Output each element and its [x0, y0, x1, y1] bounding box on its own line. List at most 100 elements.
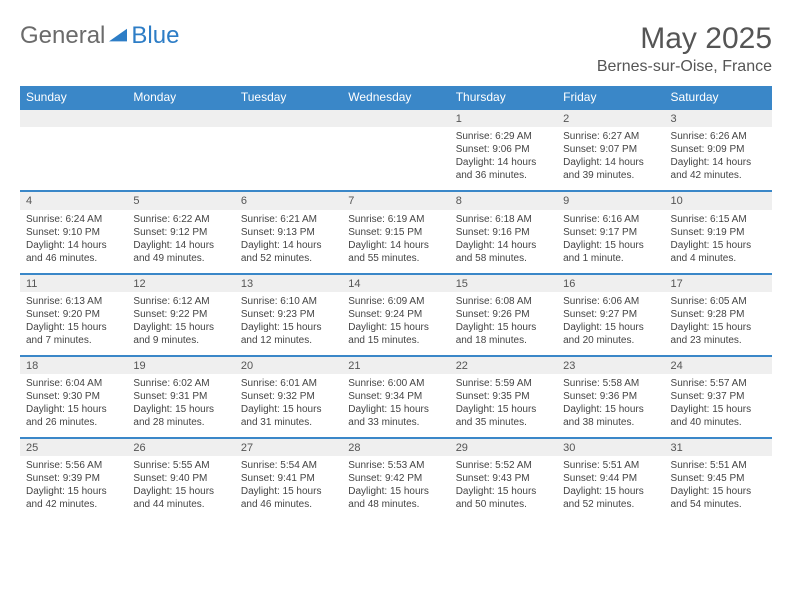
- daylight-text: Daylight: 15 hours: [563, 485, 658, 498]
- sunrise-text: Sunrise: 5:51 AM: [563, 459, 658, 472]
- daylight-text: Daylight: 15 hours: [348, 485, 443, 498]
- sunrise-text: Sunrise: 5:51 AM: [671, 459, 766, 472]
- sunrise-text: Sunrise: 6:05 AM: [671, 295, 766, 308]
- detail-row: Sunrise: 5:56 AMSunset: 9:39 PMDaylight:…: [20, 456, 772, 520]
- day-detail-cell: [342, 127, 449, 191]
- daylight-text: and 52 minutes.: [241, 252, 336, 265]
- weekday-header: Monday: [127, 86, 234, 109]
- daylight-text: Daylight: 15 hours: [348, 321, 443, 334]
- calendar-table: Sunday Monday Tuesday Wednesday Thursday…: [20, 86, 772, 520]
- day-detail-cell: Sunrise: 5:58 AMSunset: 9:36 PMDaylight:…: [557, 374, 664, 438]
- sunset-text: Sunset: 9:41 PM: [241, 472, 336, 485]
- daylight-text: and 20 minutes.: [563, 334, 658, 347]
- day-number-cell: 28: [342, 438, 449, 456]
- sunrise-text: Sunrise: 6:18 AM: [456, 213, 551, 226]
- daylight-text: and 38 minutes.: [563, 416, 658, 429]
- detail-row: Sunrise: 6:04 AMSunset: 9:30 PMDaylight:…: [20, 374, 772, 438]
- sunrise-text: Sunrise: 6:29 AM: [456, 130, 551, 143]
- daylight-text: Daylight: 15 hours: [348, 403, 443, 416]
- day-number-cell: 25: [20, 438, 127, 456]
- sunrise-text: Sunrise: 6:02 AM: [133, 377, 228, 390]
- daylight-text: and 15 minutes.: [348, 334, 443, 347]
- daynum-row: 45678910: [20, 191, 772, 209]
- daylight-text: Daylight: 15 hours: [26, 485, 121, 498]
- day-number-cell: 3: [665, 109, 772, 127]
- logo-text-blue: Blue: [131, 22, 179, 50]
- daylight-text: Daylight: 15 hours: [671, 239, 766, 252]
- day-number-cell: 26: [127, 438, 234, 456]
- day-number-cell: 21: [342, 356, 449, 374]
- day-number-cell: 6: [235, 191, 342, 209]
- sunrise-text: Sunrise: 6:08 AM: [456, 295, 551, 308]
- sunset-text: Sunset: 9:36 PM: [563, 390, 658, 403]
- day-number-cell: [20, 109, 127, 127]
- sunrise-text: Sunrise: 6:06 AM: [563, 295, 658, 308]
- sunset-text: Sunset: 9:20 PM: [26, 308, 121, 321]
- daylight-text: Daylight: 15 hours: [241, 485, 336, 498]
- day-number-cell: 16: [557, 274, 664, 292]
- daylight-text: and 52 minutes.: [563, 498, 658, 511]
- day-detail-cell: Sunrise: 6:09 AMSunset: 9:24 PMDaylight:…: [342, 292, 449, 356]
- daynum-row: 11121314151617: [20, 274, 772, 292]
- day-detail-cell: Sunrise: 5:55 AMSunset: 9:40 PMDaylight:…: [127, 456, 234, 520]
- daylight-text: and 49 minutes.: [133, 252, 228, 265]
- daylight-text: and 26 minutes.: [26, 416, 121, 429]
- sunset-text: Sunset: 9:12 PM: [133, 226, 228, 239]
- triangle-icon: [109, 27, 127, 45]
- weekday-header: Wednesday: [342, 86, 449, 109]
- day-detail-cell: Sunrise: 6:04 AMSunset: 9:30 PMDaylight:…: [20, 374, 127, 438]
- daylight-text: and 28 minutes.: [133, 416, 228, 429]
- day-number-cell: 2: [557, 109, 664, 127]
- sunset-text: Sunset: 9:16 PM: [456, 226, 551, 239]
- day-number-cell: 29: [450, 438, 557, 456]
- sunset-text: Sunset: 9:26 PM: [456, 308, 551, 321]
- day-number-cell: 20: [235, 356, 342, 374]
- daylight-text: and 48 minutes.: [348, 498, 443, 511]
- daylight-text: and 31 minutes.: [241, 416, 336, 429]
- daylight-text: Daylight: 15 hours: [456, 485, 551, 498]
- daylight-text: Daylight: 15 hours: [133, 321, 228, 334]
- detail-row: Sunrise: 6:29 AMSunset: 9:06 PM Daylight:…: [20, 127, 772, 191]
- daylight-text: and 7 minutes.: [26, 334, 121, 347]
- day-number-cell: 11: [20, 274, 127, 292]
- day-number-cell: 5: [127, 191, 234, 209]
- day-number-cell: 8: [450, 191, 557, 209]
- sunset-text: Sunset: 9:06 PM: [456, 143, 551, 156]
- day-detail-cell: [235, 127, 342, 191]
- weekday-header: Saturday: [665, 86, 772, 109]
- sunset-text: Sunset: 9:37 PM: [671, 390, 766, 403]
- sunset-text: Sunset: 9:35 PM: [456, 390, 551, 403]
- daynum-row: 123: [20, 109, 772, 127]
- day-detail-cell: Sunrise: 6:26 AMSunset: 9:09 PMDaylight:…: [665, 127, 772, 191]
- day-detail-cell: [127, 127, 234, 191]
- day-number-cell: 24: [665, 356, 772, 374]
- daylight-text: and 55 minutes.: [348, 252, 443, 265]
- day-detail-cell: Sunrise: 5:59 AMSunset: 9:35 PMDaylight:…: [450, 374, 557, 438]
- day-detail-cell: Sunrise: 6:18 AMSunset: 9:16 PMDaylight:…: [450, 210, 557, 274]
- day-detail-cell: Sunrise: 5:51 AMSunset: 9:44 PMDaylight:…: [557, 456, 664, 520]
- daylight-text: Daylight: 15 hours: [456, 403, 551, 416]
- daylight-text: and 46 minutes.: [26, 252, 121, 265]
- sunrise-text: Sunrise: 6:12 AM: [133, 295, 228, 308]
- day-number-cell: 14: [342, 274, 449, 292]
- daylight-text: and 42 minutes.: [26, 498, 121, 511]
- day-detail-cell: Sunrise: 5:53 AMSunset: 9:42 PMDaylight:…: [342, 456, 449, 520]
- daylight-text: and 1 minute.: [563, 252, 658, 265]
- daylight-text: Daylight: 15 hours: [456, 321, 551, 334]
- daylight-text: Daylight: 14 hours: [671, 156, 766, 169]
- daylight-text: Daylight: 14 hours: [456, 239, 551, 252]
- sunrise-text: Sunrise: 5:58 AM: [563, 377, 658, 390]
- daylight-text: Daylight: 14 hours: [563, 156, 658, 169]
- daylight-text: Daylight: 15 hours: [563, 403, 658, 416]
- day-detail-cell: Sunrise: 6:08 AMSunset: 9:26 PMDaylight:…: [450, 292, 557, 356]
- daylight-text: Daylight: 14 hours: [241, 239, 336, 252]
- sunrise-text: Sunrise: 6:24 AM: [26, 213, 121, 226]
- day-detail-cell: Sunrise: 6:13 AMSunset: 9:20 PMDaylight:…: [20, 292, 127, 356]
- sunset-text: Sunset: 9:17 PM: [563, 226, 658, 239]
- weekday-header: Tuesday: [235, 86, 342, 109]
- sunrise-text: Sunrise: 6:15 AM: [671, 213, 766, 226]
- sunset-text: Sunset: 9:23 PM: [241, 308, 336, 321]
- sunset-text: Sunset: 9:43 PM: [456, 472, 551, 485]
- daylight-text: Daylight: 15 hours: [133, 485, 228, 498]
- day-number-cell: 15: [450, 274, 557, 292]
